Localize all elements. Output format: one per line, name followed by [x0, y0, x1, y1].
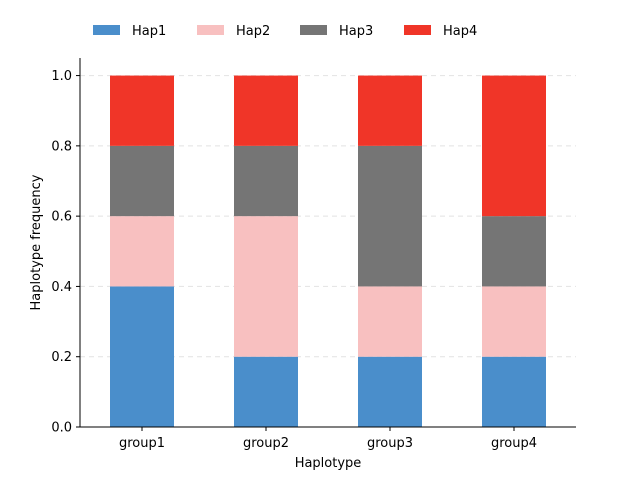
x-axis-label: Haplotype: [295, 456, 362, 471]
x-ticks: group1 group2 group3 group4: [119, 427, 537, 451]
bar-hap1-group4: [482, 356, 546, 427]
legend-swatch-hap3: [300, 25, 327, 35]
y-tick-label: 1.0: [51, 69, 72, 84]
bar-hap3-group4: [482, 216, 546, 287]
legend: Hap1 Hap2 Hap3 Hap4: [93, 24, 477, 39]
y-tick-label: 0.0: [51, 421, 72, 436]
bar-hap1-group1: [110, 286, 174, 427]
legend-swatch-hap4: [404, 25, 431, 35]
y-tick-label: 0.2: [51, 350, 72, 365]
bar-hap4-group2: [234, 75, 298, 146]
legend-label-hap4: Hap4: [443, 24, 477, 39]
legend-label-hap1: Hap1: [132, 24, 166, 39]
axes: [79, 58, 576, 428]
x-tick-label: group3: [367, 436, 413, 451]
legend-label-hap3: Hap3: [339, 24, 373, 39]
y-axis-label: Haplotype frequency: [29, 174, 44, 310]
legend-swatch-hap1: [93, 25, 120, 35]
legend-swatch-hap2: [197, 25, 224, 35]
y-tick-label: 0.8: [51, 139, 72, 154]
bar-hap2-group1: [110, 216, 174, 287]
x-tick-label: group4: [491, 436, 537, 451]
y-tick-label: 0.4: [51, 280, 72, 295]
x-tick-label: group2: [243, 436, 289, 451]
y-tick-label: 0.6: [51, 210, 72, 225]
bar-hap2-group2: [234, 216, 298, 357]
bar-hap3-group1: [110, 145, 174, 217]
x-tick-label: group1: [119, 436, 165, 451]
bar-hap4-group4: [482, 75, 546, 217]
bar-hap4-group1: [110, 75, 174, 146]
bar-hap2-group3: [358, 286, 422, 357]
legend-label-hap2: Hap2: [236, 24, 270, 39]
bar-hap1-group2: [234, 356, 298, 427]
bars: [110, 75, 546, 427]
bar-hap4-group3: [358, 75, 422, 146]
bar-hap2-group4: [482, 286, 546, 357]
y-ticks: 0.0 0.2 0.4 0.6 0.8 1.0: [51, 69, 80, 436]
bar-hap3-group2: [234, 145, 298, 217]
bar-hap1-group3: [358, 356, 422, 427]
bar-hap3-group3: [358, 145, 422, 287]
